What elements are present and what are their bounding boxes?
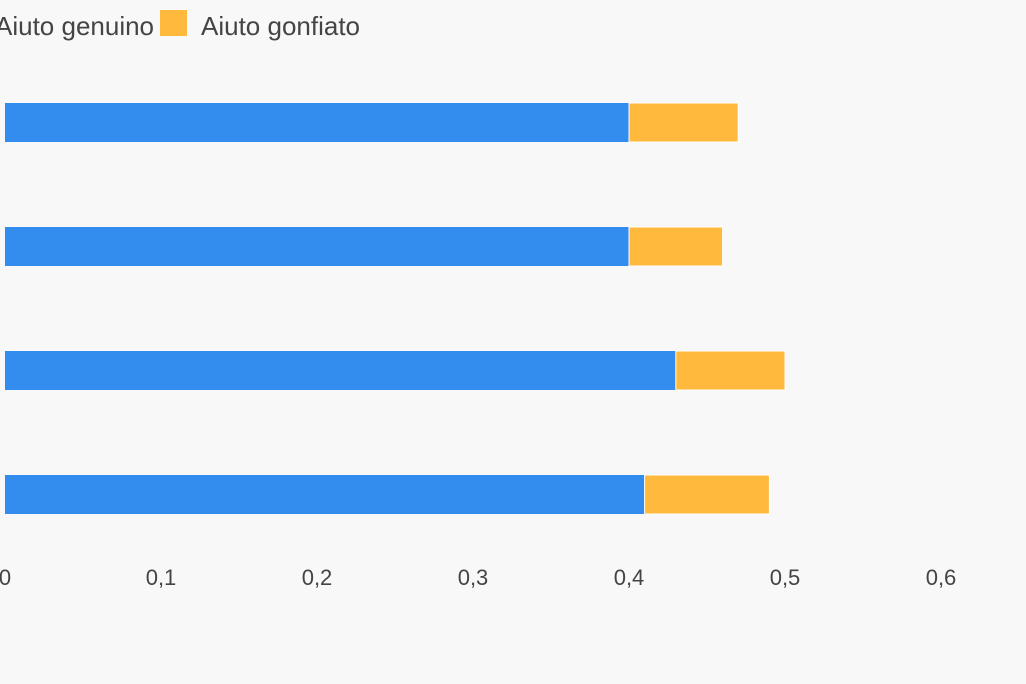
bar-segment-row-2-series-2: [628, 226, 724, 267]
legend-swatch-series-2: [160, 10, 187, 36]
chart-legend: Aiuto genuino Aiuto gonfiato: [0, 10, 360, 41]
bar-segment-row-3-series-1: [5, 351, 676, 390]
legend-label-series-1: Aiuto genuino: [0, 11, 154, 41]
bars: [5, 102, 786, 515]
x-tick-label: 0,2: [302, 565, 333, 590]
x-tick-label: 0: [0, 565, 11, 590]
bar-segment-row-3-series-2: [675, 350, 786, 391]
x-tick-label: 0,5: [770, 565, 801, 590]
x-tick-label: 0,6: [926, 565, 957, 590]
bar-segment-row-1-series-1: [5, 103, 629, 142]
legend-label-series-2: Aiuto gonfiato: [201, 11, 360, 41]
x-tick-label: 0,3: [458, 565, 489, 590]
bar-segment-row-2-series-1: [5, 227, 629, 266]
x-tick-label: 0,1: [146, 565, 177, 590]
bar-segment-row-4-series-1: [5, 475, 645, 514]
bar-segment-row-1-series-2: [628, 102, 739, 143]
bar-segment-row-4-series-2: [644, 474, 770, 515]
x-axis-ticks: 0 0,1 0,2 0,3 0,4 0,5 0,6: [0, 565, 956, 590]
x-tick-label: 0,4: [614, 565, 645, 590]
